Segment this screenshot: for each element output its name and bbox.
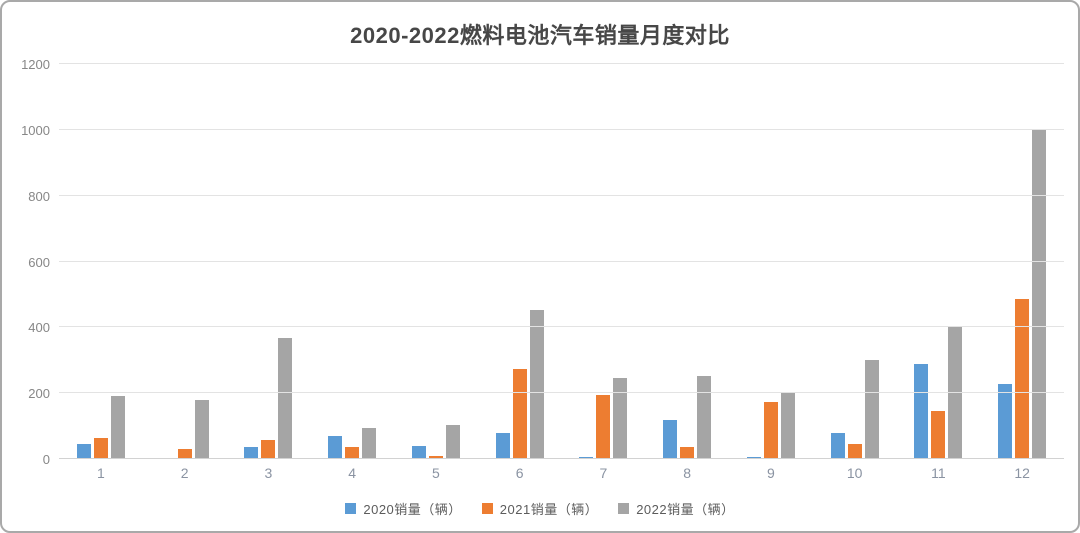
gridline <box>59 260 1064 262</box>
bar-2022-month-6 <box>529 309 544 459</box>
gridline <box>59 194 1064 196</box>
legend-label-2022: 2022销量（辆） <box>636 502 735 517</box>
bar-group-month-3 <box>227 64 311 459</box>
bar-2022-month-12 <box>1032 129 1047 459</box>
bar-group-month-7 <box>562 64 646 459</box>
x-tick-label: 1 <box>96 465 105 481</box>
bar-2020-month-3 <box>244 447 259 459</box>
legend-item-2021: 2021销量（辆） <box>481 499 599 518</box>
x-tick-label: 3 <box>264 465 273 481</box>
bar-2020-month-11 <box>914 364 929 459</box>
x-tick-label: 8 <box>683 465 692 481</box>
bar-2021-month-4 <box>345 446 360 459</box>
x-tick-label: 6 <box>515 465 524 481</box>
legend-label-2020: 2020销量（辆） <box>363 502 462 517</box>
bar-2020-month-9 <box>746 456 761 459</box>
bar-group-month-1 <box>59 64 143 459</box>
bar-group-month-8 <box>645 64 729 459</box>
y-tick-label: 800 <box>28 188 50 204</box>
legend-label-2021: 2021销量（辆） <box>499 502 599 517</box>
bar-2020-month-1 <box>76 444 91 459</box>
x-tick-label: 12 <box>1014 465 1030 481</box>
bar-2022-month-8 <box>697 375 712 459</box>
bar-group-month-6 <box>478 64 562 459</box>
bar-group-month-11 <box>897 64 981 459</box>
bar-2021-month-7 <box>596 394 611 459</box>
bar-2020-month-7 <box>579 456 594 459</box>
y-tick-label: 1000 <box>21 122 50 138</box>
bar-2021-month-3 <box>261 439 276 459</box>
chart-title: 2020-2022燃料电池汽车销量月度对比 <box>350 23 730 48</box>
bar-2020-month-4 <box>328 435 343 459</box>
y-tick-label: 600 <box>28 254 50 270</box>
bar-2020-month-6 <box>495 432 510 459</box>
legend-swatch-2020 <box>345 503 357 514</box>
y-tick-label: 400 <box>28 320 50 336</box>
bar-2020-month-5 <box>411 445 426 459</box>
x-tick-label: 10 <box>846 465 863 481</box>
y-axis: 0 200 400 600 800 1000 1200 <box>8 57 54 467</box>
gridline <box>59 458 1064 459</box>
bar-2020-month-10 <box>830 433 845 459</box>
bar-2022-month-5 <box>445 425 460 459</box>
x-tick-label: 5 <box>431 465 440 481</box>
bar-2021-month-10 <box>847 443 862 459</box>
bar-group-month-12 <box>980 64 1064 459</box>
bar-2021-month-8 <box>680 446 695 459</box>
gridline <box>59 63 1064 64</box>
x-tick-label: 4 <box>348 465 357 481</box>
legend-item-2022: 2022销量（辆） <box>618 499 734 518</box>
bar-2021-month-11 <box>931 411 946 459</box>
bar-group-month-2 <box>143 64 227 459</box>
bar-2022-month-4 <box>362 428 377 459</box>
bar-2021-month-5 <box>428 455 443 459</box>
legend: 2020销量（辆） 2021销量（辆） 2022销量（辆） <box>2 499 1078 518</box>
bar-group-month-5 <box>394 64 478 459</box>
bar-groups <box>59 64 1064 459</box>
bar-group-month-10 <box>813 64 897 459</box>
legend-swatch-2021 <box>481 503 493 514</box>
x-tick-label: 7 <box>599 465 608 481</box>
legend-swatch-2022 <box>618 503 630 514</box>
bar-2022-month-2 <box>194 400 209 459</box>
gridline <box>59 392 1064 394</box>
bar-2022-month-9 <box>780 393 795 459</box>
bar-2021-month-1 <box>93 438 108 459</box>
bar-group-month-4 <box>310 64 394 459</box>
x-tick-label: 9 <box>766 465 775 481</box>
bar-2022-month-3 <box>278 338 293 459</box>
x-tick-label: 2 <box>180 465 189 481</box>
plot-area <box>59 63 1064 459</box>
bar-2021-month-12 <box>1015 299 1030 459</box>
y-tick-label: 0 <box>42 452 50 467</box>
bar-2022-month-7 <box>613 378 628 459</box>
bar-2020-month-8 <box>663 419 678 459</box>
gridline <box>59 326 1064 328</box>
gridline <box>59 128 1064 130</box>
bar-2021-month-2 <box>177 449 192 459</box>
y-tick-label: 1200 <box>21 57 50 72</box>
legend-item-2020: 2020销量（辆） <box>345 499 461 518</box>
bar-2022-month-10 <box>864 360 879 459</box>
y-tick-label: 200 <box>28 386 50 402</box>
bar-2021-month-9 <box>763 402 778 459</box>
bar-2020-month-12 <box>998 383 1013 459</box>
bar-group-month-9 <box>729 64 813 459</box>
x-axis: 1 2 3 4 5 6 7 8 9 10 11 12 <box>59 465 1064 481</box>
bar-2021-month-6 <box>512 369 527 459</box>
x-tick-label: 11 <box>931 465 946 481</box>
bar-2022-month-1 <box>110 395 125 459</box>
